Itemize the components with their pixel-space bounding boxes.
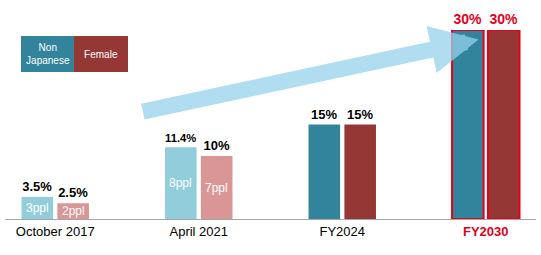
svg-text:11.4%: 11.4% <box>165 132 196 144</box>
svg-text:15%: 15% <box>311 107 337 122</box>
svg-text:10%: 10% <box>203 138 229 153</box>
svg-text:3ppl: 3ppl <box>26 201 49 215</box>
svg-text:7ppl: 7ppl <box>205 181 228 195</box>
svg-text:NonJapanese: NonJapanese <box>26 42 70 66</box>
svg-text:2ppl: 2ppl <box>62 204 85 218</box>
svg-text:3.5%: 3.5% <box>22 179 52 194</box>
svg-text:8ppl: 8ppl <box>169 176 192 190</box>
svg-text:30%: 30% <box>454 11 483 27</box>
svg-text:15%: 15% <box>347 107 373 122</box>
svg-text:FY2024: FY2024 <box>319 224 365 239</box>
svg-text:Female: Female <box>84 49 118 60</box>
svg-text:30%: 30% <box>489 11 518 27</box>
svg-text:April 2021: April 2021 <box>169 224 228 239</box>
svg-text:2.5%: 2.5% <box>58 185 88 200</box>
svg-text:FY2030: FY2030 <box>463 224 509 239</box>
svg-text:October 2017: October 2017 <box>16 224 95 239</box>
